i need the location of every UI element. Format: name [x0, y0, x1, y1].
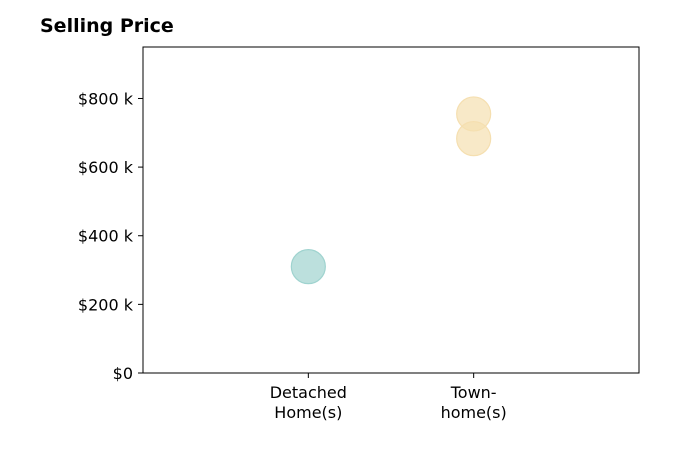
y-tick-label: $600 k: [78, 158, 134, 177]
y-tick-label: $0: [113, 364, 133, 383]
chart-title: Selling Price: [40, 15, 174, 37]
data-point: [456, 121, 492, 157]
y-tick-label: $400 k: [78, 227, 134, 246]
y-tick-label: $200 k: [78, 295, 134, 314]
x-tick-label: Town-: [450, 383, 497, 402]
x-tick-label: home(s): [441, 403, 507, 422]
plot-frame: [142, 46, 640, 374]
x-tick-label: Home(s): [274, 403, 342, 422]
data-point: [290, 249, 326, 285]
y-tick-label: $800 k: [78, 89, 134, 108]
x-tick-label: Detached: [270, 383, 347, 402]
